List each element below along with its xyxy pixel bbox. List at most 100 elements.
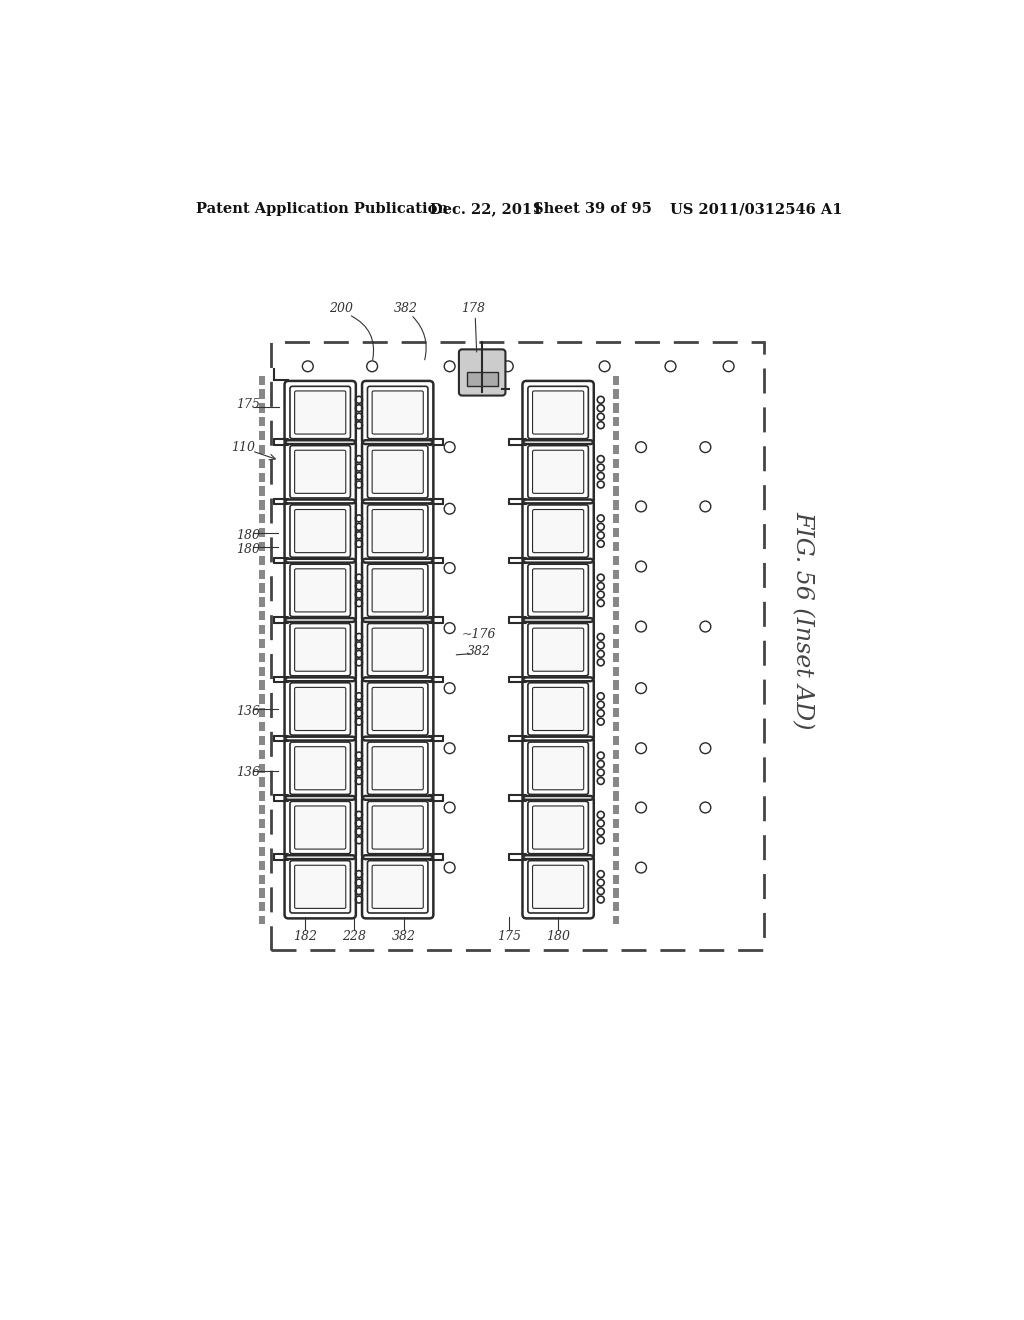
Bar bbox=[259, 667, 265, 676]
Text: Patent Application Publication: Patent Application Publication bbox=[197, 202, 449, 216]
FancyBboxPatch shape bbox=[532, 391, 584, 434]
Bar bbox=[259, 626, 265, 635]
FancyBboxPatch shape bbox=[295, 747, 346, 789]
Bar bbox=[259, 376, 265, 385]
Bar bbox=[259, 903, 265, 911]
Bar bbox=[613, 792, 620, 800]
Bar bbox=[259, 653, 265, 663]
Text: Dec. 22, 2011: Dec. 22, 2011 bbox=[430, 202, 543, 216]
FancyBboxPatch shape bbox=[295, 628, 346, 671]
Bar bbox=[613, 888, 620, 898]
Bar bbox=[613, 528, 620, 537]
Bar bbox=[259, 805, 265, 814]
Bar bbox=[259, 556, 265, 565]
Text: 110: 110 bbox=[230, 441, 255, 454]
Bar bbox=[467, 372, 498, 387]
Bar bbox=[259, 875, 265, 884]
Bar bbox=[613, 389, 620, 399]
Text: Sheet 39 of 95: Sheet 39 of 95 bbox=[532, 202, 651, 216]
Bar bbox=[613, 722, 620, 731]
FancyBboxPatch shape bbox=[295, 391, 346, 434]
Bar bbox=[259, 681, 265, 689]
Bar bbox=[259, 639, 265, 648]
Bar bbox=[613, 777, 620, 787]
FancyBboxPatch shape bbox=[295, 866, 346, 908]
Bar bbox=[613, 763, 620, 774]
Bar bbox=[613, 667, 620, 676]
Text: 175: 175 bbox=[237, 399, 260, 412]
Bar bbox=[259, 598, 265, 607]
Bar bbox=[613, 861, 620, 870]
Bar bbox=[613, 543, 620, 552]
FancyBboxPatch shape bbox=[532, 569, 584, 612]
Text: 180: 180 bbox=[237, 543, 260, 556]
FancyBboxPatch shape bbox=[372, 510, 423, 553]
FancyBboxPatch shape bbox=[372, 747, 423, 789]
Bar bbox=[259, 722, 265, 731]
FancyBboxPatch shape bbox=[372, 391, 423, 434]
Bar bbox=[259, 861, 265, 870]
FancyBboxPatch shape bbox=[295, 807, 346, 849]
FancyBboxPatch shape bbox=[295, 688, 346, 730]
FancyBboxPatch shape bbox=[532, 747, 584, 789]
Bar bbox=[613, 694, 620, 704]
FancyBboxPatch shape bbox=[532, 688, 584, 730]
Text: ~176: ~176 bbox=[462, 628, 497, 640]
Bar bbox=[259, 376, 266, 924]
Text: 136: 136 bbox=[237, 767, 260, 779]
Bar bbox=[613, 500, 620, 510]
Bar bbox=[259, 818, 265, 829]
FancyBboxPatch shape bbox=[372, 569, 423, 612]
Bar bbox=[613, 611, 620, 620]
Bar bbox=[613, 556, 620, 565]
Bar bbox=[259, 528, 265, 537]
Bar bbox=[259, 888, 265, 898]
FancyBboxPatch shape bbox=[372, 628, 423, 671]
Bar bbox=[259, 459, 265, 469]
FancyBboxPatch shape bbox=[532, 807, 584, 849]
Bar bbox=[259, 833, 265, 842]
FancyBboxPatch shape bbox=[532, 510, 584, 553]
FancyBboxPatch shape bbox=[295, 510, 346, 553]
Bar bbox=[613, 376, 620, 385]
Text: 178: 178 bbox=[461, 302, 485, 315]
Bar bbox=[259, 487, 265, 496]
Bar bbox=[259, 417, 265, 426]
Text: FIG. 56 (Inset AD): FIG. 56 (Inset AD) bbox=[791, 511, 814, 730]
Bar bbox=[259, 750, 265, 759]
Bar bbox=[613, 487, 620, 496]
FancyBboxPatch shape bbox=[532, 450, 584, 494]
Bar bbox=[613, 847, 620, 857]
Bar bbox=[259, 763, 265, 774]
Text: 200: 200 bbox=[329, 302, 353, 315]
Bar bbox=[613, 818, 620, 829]
Text: 136: 136 bbox=[237, 705, 260, 718]
Text: 182: 182 bbox=[293, 929, 316, 942]
FancyBboxPatch shape bbox=[372, 807, 423, 849]
Bar bbox=[613, 598, 620, 607]
Bar bbox=[259, 694, 265, 704]
Bar bbox=[259, 570, 265, 579]
Bar bbox=[613, 750, 620, 759]
Bar bbox=[613, 570, 620, 579]
Bar bbox=[613, 417, 620, 426]
Bar bbox=[613, 737, 620, 744]
Bar bbox=[613, 681, 620, 689]
Bar bbox=[613, 916, 620, 924]
Bar bbox=[259, 500, 265, 510]
Bar bbox=[613, 459, 620, 469]
FancyBboxPatch shape bbox=[295, 569, 346, 612]
Bar bbox=[613, 805, 620, 814]
FancyBboxPatch shape bbox=[372, 866, 423, 908]
Bar bbox=[613, 708, 620, 718]
Bar bbox=[259, 737, 265, 744]
FancyBboxPatch shape bbox=[372, 688, 423, 730]
Bar bbox=[259, 611, 265, 620]
Bar bbox=[271, 342, 764, 950]
Bar bbox=[613, 583, 620, 593]
Bar bbox=[259, 583, 265, 593]
Text: 228: 228 bbox=[342, 929, 367, 942]
Text: 382: 382 bbox=[393, 302, 418, 315]
FancyBboxPatch shape bbox=[372, 450, 423, 494]
Bar bbox=[613, 653, 620, 663]
